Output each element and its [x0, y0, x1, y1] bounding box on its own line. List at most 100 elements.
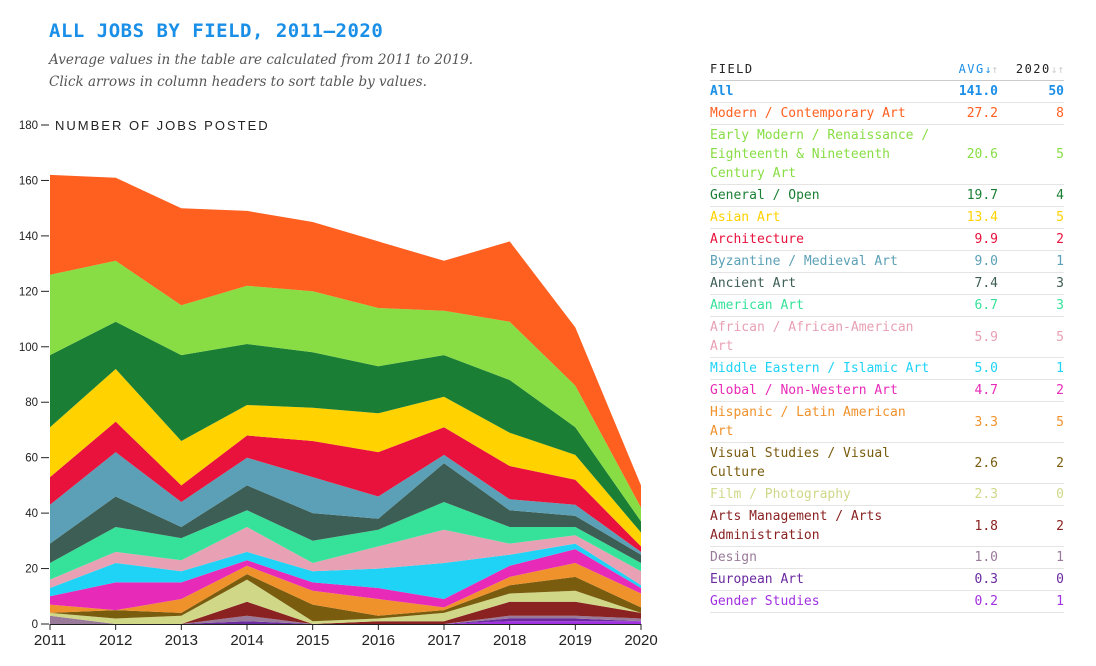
field-name: Asian Art — [710, 210, 781, 225]
area-series[interactable] — [50, 579, 641, 624]
table-row[interactable]: Film / Photography 2.3 0 — [710, 484, 1064, 506]
area-series[interactable] — [50, 321, 641, 533]
sort-up-arrow-icon[interactable]: ↑ — [1057, 63, 1064, 76]
table-row[interactable]: American Art 6.7 3 — [710, 295, 1064, 317]
avg-value: 13.4 — [966, 210, 998, 225]
y-tick-label: 120 — [19, 286, 38, 298]
table-row[interactable]: Middle Eastern / Islamic Art 5.0 1 — [710, 358, 1064, 380]
x-tick-label: 2012 — [99, 632, 132, 649]
subtitle-line-2: Click arrows in column headers to sort t… — [49, 74, 427, 90]
column-header-2020-label: 2020 — [1015, 62, 1051, 76]
area-series[interactable] — [50, 369, 641, 547]
area-series[interactable] — [50, 452, 641, 555]
avg-value: 7.4 — [974, 276, 998, 291]
field-name: Ancient Art — [710, 276, 797, 291]
x-tick-label: 2017 — [427, 632, 460, 649]
table-row[interactable]: Byzantine / Medieval Art 9.0 1 — [710, 251, 1064, 273]
sort-down-arrow-icon[interactable]: ↓ — [984, 63, 992, 76]
field-name: African / African-American Art — [710, 320, 914, 354]
y-tick-label: 100 — [19, 342, 38, 354]
table-row[interactable]: Global / Non-Western Art 4.7 2 — [710, 380, 1064, 402]
y-axis: 0 20 40 60 80 100 120 140 160 180 NUMBER OF JOBS P… — [19, 118, 270, 631]
field-name: Architecture — [710, 232, 804, 247]
table-row[interactable]: Design 1.0 1 — [710, 547, 1064, 569]
avg-value: 20.6 — [966, 147, 998, 162]
value-2020: 5 — [1056, 147, 1064, 162]
value-2020: 1 — [1056, 550, 1064, 565]
area-series[interactable] — [50, 601, 641, 624]
stacked-area-chart: 0 20 40 60 80 100 120 140 160 180 NUMBER OF JOBS P… — [19, 118, 658, 649]
area-series[interactable] — [50, 615, 641, 624]
value-2020: 1 — [1056, 254, 1064, 269]
table-row[interactable]: Asian Art 13.4 5 — [710, 207, 1064, 229]
table-row[interactable]: African / African-American Art 5.9 5 — [710, 317, 1064, 358]
table-row[interactable]: Modern / Contemporary Art 27.2 8 — [710, 103, 1064, 125]
table-row[interactable]: Early Modern / Renaissance / Eighteenth … — [710, 125, 1064, 185]
sort-down-arrow-icon[interactable]: ↓ — [1050, 63, 1058, 76]
table-row[interactable]: General / Open 19.7 4 — [710, 185, 1064, 207]
area-series[interactable] — [50, 574, 641, 622]
y-tick-label: 0 — [32, 619, 38, 631]
table-row[interactable]: Visual Studies / Visual Culture 2.6 2 — [710, 443, 1064, 484]
chart-title: ALL JOBS BY FIELD, 2011–2020 — [49, 20, 384, 42]
area-series[interactable] — [50, 174, 641, 508]
area-series[interactable] — [50, 260, 641, 522]
field-name: Hispanic / Latin American Art — [710, 405, 906, 439]
avg-value: 4.7 — [974, 383, 998, 398]
column-header-2020[interactable]: 2020↓↑ — [998, 62, 1064, 80]
field-name: Byzantine / Medieval Art — [710, 254, 898, 269]
table-row[interactable]: European Art 0.3 0 — [710, 569, 1064, 591]
area-series[interactable] — [50, 463, 641, 563]
table-row[interactable]: Ancient Art 7.4 3 — [710, 273, 1064, 295]
subtitle-line-1: Average values in the table are calculat… — [49, 52, 474, 68]
avg-value: 9.9 — [974, 232, 998, 247]
y-tick-label: 40 — [25, 508, 38, 520]
x-tick-label: 2018 — [493, 632, 526, 649]
area-series[interactable] — [50, 543, 641, 599]
area-series[interactable] — [50, 421, 641, 552]
avg-value: 0.3 — [974, 572, 998, 587]
y-axis-label: NUMBER OF JOBS POSTED — [55, 118, 270, 133]
x-tick-label: 2015 — [296, 632, 329, 649]
area-series[interactable] — [50, 527, 641, 588]
value-2020: 8 — [1056, 106, 1064, 121]
y-tick-label: 180 — [19, 120, 38, 132]
field-name: Modern / Contemporary Art — [710, 106, 906, 121]
avg-value: 6.7 — [974, 298, 998, 313]
avg-value: 5.0 — [974, 361, 998, 376]
table-row[interactable]: Hispanic / Latin American Art 3.3 5 — [710, 402, 1064, 443]
table-row[interactable]: All 141.0 50 — [710, 81, 1064, 103]
value-2020: 4 — [1056, 188, 1064, 203]
value-2020: 2 — [1056, 232, 1064, 247]
avg-value: 1.8 — [974, 518, 998, 534]
field-name: European Art — [710, 572, 804, 587]
field-name: Global / Non-Western Art — [710, 383, 898, 398]
area-series[interactable] — [50, 549, 641, 611]
table-row[interactable]: Arts Management / Arts Administration 1.8… — [710, 506, 1064, 547]
area-series[interactable] — [50, 618, 641, 625]
field-table: FIELD AVG↓↑ 2020↓↑ All 141.0 50 Modern / Co… — [710, 58, 1064, 613]
value-2020: 0 — [1056, 487, 1064, 502]
column-header-avg-label: AVG — [958, 62, 985, 76]
field-name: Early Modern / Renaissance / Eighteenth … — [710, 128, 930, 181]
table-body: All 141.0 5 0 Modern / Contemporary Art 27.2 8… — [710, 81, 1064, 613]
table-row[interactable]: Gender Studies 0.2 1 — [710, 591, 1064, 613]
y-tick-label: 160 — [19, 175, 38, 187]
field-name: Film / Photography — [710, 487, 851, 502]
table-row[interactable]: Architecture 9.9 2 — [710, 229, 1064, 251]
field-name: All — [710, 84, 734, 99]
y-tick-label: 20 — [25, 564, 38, 576]
x-tick-label: 2014 — [230, 632, 263, 649]
avg-value: 141.0 — [958, 84, 998, 99]
value-2020: 3 — [1056, 276, 1064, 291]
x-tick-label: 2020 — [624, 632, 657, 649]
value-2020: 2 — [1056, 518, 1064, 534]
area-series[interactable] — [50, 563, 641, 616]
area-series[interactable] — [50, 502, 641, 580]
column-header-avg[interactable]: AVG↓↑ — [938, 62, 998, 80]
avg-value: 2.3 — [974, 487, 998, 502]
area-series[interactable] — [50, 621, 641, 624]
avg-value: 19.7 — [966, 188, 998, 203]
sort-up-arrow-icon[interactable]: ↑ — [991, 63, 998, 76]
x-axis: 2011 2012 2013 2014 2015 2016 2017 2018 2019 2020 — [34, 624, 658, 649]
